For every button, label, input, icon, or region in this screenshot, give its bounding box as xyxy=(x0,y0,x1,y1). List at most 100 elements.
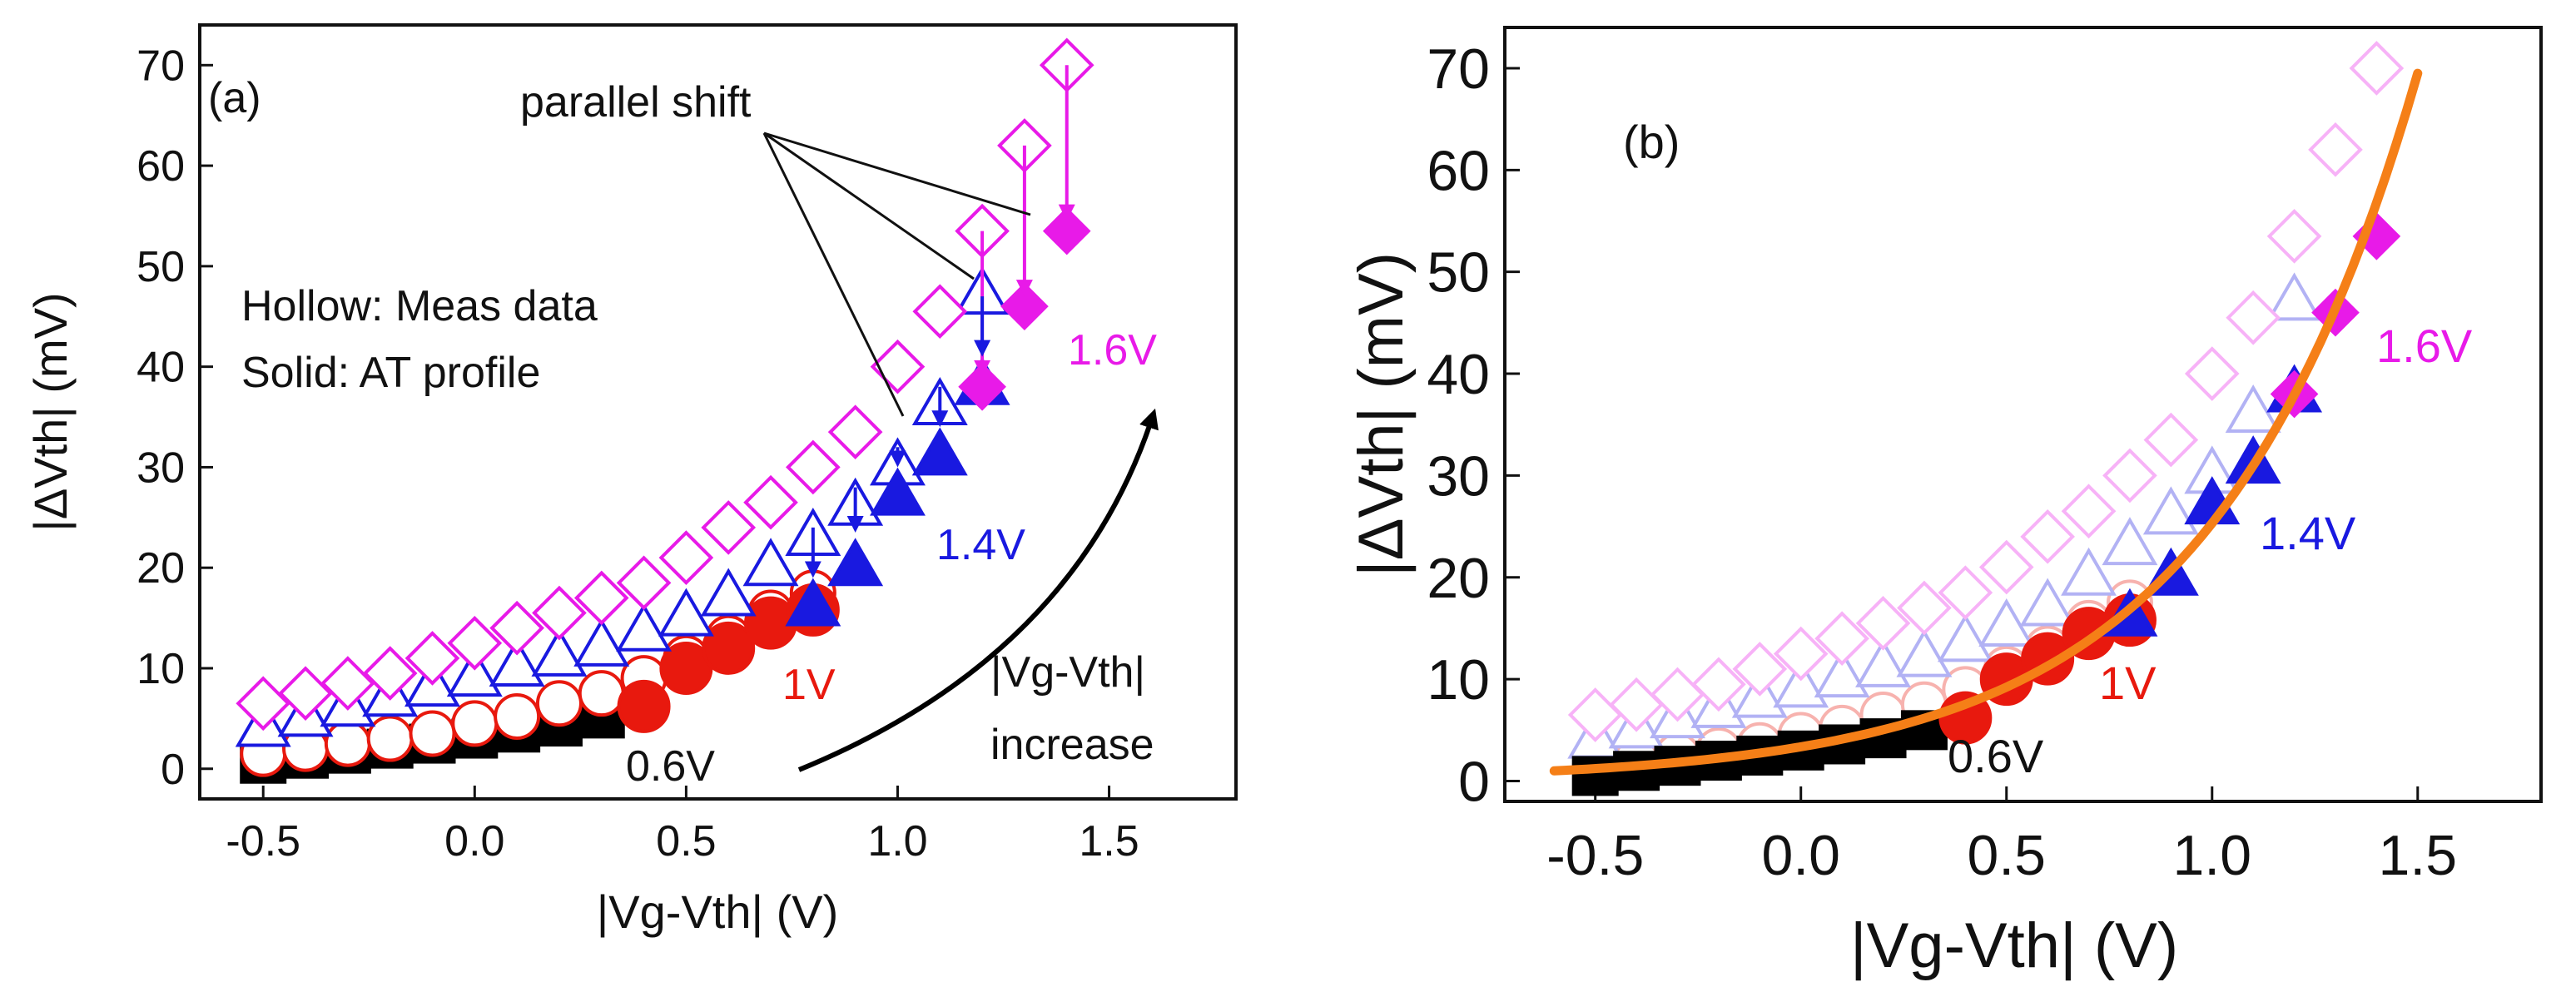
panel-a-point-1.4v-meas xyxy=(658,588,714,637)
panel-b-x-axis-label: |Vg-Vth| (V) xyxy=(1850,910,2178,981)
panel-a-y-tick-label: 40 xyxy=(136,344,185,392)
panel-a-parallel-shift-pointers xyxy=(762,131,1031,417)
panel-b-point-1.4v-meas xyxy=(1690,679,1747,728)
panel-b-point-1.6v-meas xyxy=(2061,484,2117,539)
panel-a-label-1.4v: 1.4V xyxy=(936,521,1025,569)
panel-a-point-1.6v-meas xyxy=(320,656,375,711)
panel-b-y-tick-label: 50 xyxy=(1427,241,1490,305)
panel-a-point-1v-meas xyxy=(324,720,371,767)
panel-b-label-1v: 1V xyxy=(2099,657,2157,709)
panel-a-point-1.6v xyxy=(958,362,1006,411)
panel-b-y-tick-label: 30 xyxy=(1427,444,1490,508)
panel-b-fit-curve xyxy=(1549,68,2423,776)
panel-b-x-tick-label: -0.5 xyxy=(1546,824,1644,887)
panel-b-point-1.6v-meas xyxy=(1814,611,1869,667)
panel-b-y-tick-label: 40 xyxy=(1427,343,1490,406)
panel-b-point-1.4v-meas xyxy=(1773,659,1829,708)
panel-a-point-1.4v-meas xyxy=(700,568,757,617)
panel-b-axis-ticks: -0.5 0.0 0.5 1.0 1.5 0 10 20 30 40 50 60 70 xyxy=(1427,37,2457,887)
panel-a-y-tick-label: 30 xyxy=(136,444,185,492)
panel-b-x-tick-label: 0.0 xyxy=(1761,824,1840,887)
panel-b-point-1.6v-meas xyxy=(2184,346,2240,401)
panel-a-x-tick-label: 1.5 xyxy=(1079,817,1139,865)
panel-b-point-1.6v-meas xyxy=(1567,687,1623,742)
panel-a-point-1.6v-meas xyxy=(743,474,798,530)
panel-a-point-1.6v-meas xyxy=(447,615,503,671)
panel-a-point-1v-meas xyxy=(451,700,499,747)
panel-b-label-0.6v: 0.6V xyxy=(1948,730,2044,782)
panel-b: -0.5 0.0 0.5 1.0 1.5 0 10 20 30 40 50 60 70 (b) 0.6V… xyxy=(1346,26,2543,981)
panel-b-point-1.6v-meas xyxy=(1609,677,1664,732)
panel-a-y-tick-label: 10 xyxy=(136,645,185,693)
panel-a-point-1.4v-meas xyxy=(446,648,503,697)
panel-b-point-1.6v-meas xyxy=(1691,657,1746,712)
panel-b-point-1.6v-meas xyxy=(1650,667,1705,722)
panel-b-label: (b) xyxy=(1623,116,1680,168)
panel-b-point-1.4v-meas xyxy=(1855,638,1911,687)
panel-b-marks xyxy=(1571,212,2401,796)
panel-a-point-1.6v-meas xyxy=(236,676,291,732)
panel-a-shift-arrows xyxy=(804,65,1075,578)
panel-a-point-1.6v-meas xyxy=(362,646,418,701)
panel-a-point-1.4v-meas xyxy=(573,617,630,667)
panel-a-point-1v xyxy=(702,621,756,675)
panel-a-point-1.4v-meas xyxy=(531,627,588,677)
panel-b-point-1.6v-meas xyxy=(1732,642,1788,697)
panel-a-point-1.6v-meas xyxy=(489,600,544,656)
panel-b-y-tick-label: 0 xyxy=(1458,751,1490,814)
panel-a-point-1v xyxy=(617,679,671,733)
panel-a-parallel-shift-label: parallel shift xyxy=(520,78,752,126)
panel-a-point-1.6v xyxy=(1042,206,1091,255)
panel-a: -0.5 0.0 0.5 1.0 1.5 0 10 20 30 40 50 60 70 (a) para… xyxy=(24,23,1238,938)
panel-b-point-1.6v-meas xyxy=(1897,580,1952,636)
panel-a-point-1.6v-meas xyxy=(701,500,757,555)
panel-b-point-1.6v-meas xyxy=(2349,41,2405,96)
panel-a-point-1.6v-meas xyxy=(786,439,841,495)
panel-a-increase-text-1: |Vg-Vth| xyxy=(990,648,1145,697)
panel-b-point-1.6v-meas xyxy=(2143,412,2199,468)
panel-a-x-tick-label: 0.5 xyxy=(656,817,716,865)
panel-a-point-1.6v-meas xyxy=(573,570,629,626)
panel-b-label-1.4v: 1.4V xyxy=(2260,507,2356,559)
panel-a-point-1v-meas xyxy=(494,692,541,740)
panel-b-y-tick-label: 10 xyxy=(1427,648,1490,712)
panel-a-y-axis-label: |ΔVth| (mV) xyxy=(24,292,77,531)
panel-b-point-1.6v-meas xyxy=(1773,626,1829,682)
panel-a-point-1.6v-meas xyxy=(616,555,672,611)
panel-b-point-1.6v-meas xyxy=(2102,448,2157,503)
panel-a-point-1.4v-meas xyxy=(742,538,799,587)
panel-a-x-tick-label: 1.0 xyxy=(867,817,927,865)
panel-a-x-tick-label: 0.0 xyxy=(444,817,504,865)
panel-a-point-1v-meas xyxy=(578,670,625,717)
panel-a-point-1v-meas xyxy=(535,680,583,727)
panel-b-point-1.4v-meas xyxy=(1896,628,1953,677)
panel-b-y-axis-label: |ΔVth| (mV) xyxy=(1346,252,1417,577)
panel-a-point-1.4v-meas xyxy=(616,603,673,652)
panel-b-point-1.4v-meas xyxy=(2019,578,2076,627)
panel-a-y-tick-label: 0 xyxy=(161,746,185,794)
panel-b-point-1.4v-meas xyxy=(2061,547,2117,596)
panel-a-x-tick-label: -0.5 xyxy=(226,817,300,865)
panel-a-label-1v: 1V xyxy=(782,661,836,709)
panel-a-point-1.4v-meas xyxy=(489,637,545,687)
panel-b-label-1.6v: 1.6V xyxy=(2376,320,2473,372)
panel-b-y-tick-label: 60 xyxy=(1427,139,1490,202)
panel-a-point-1.6v xyxy=(1000,282,1049,331)
panel-a-legend-hollow: Hollow: Meas data xyxy=(241,282,598,330)
panel-a-legend-solid: Solid: AT profile xyxy=(241,349,540,397)
panel-b-point-1.4v-meas xyxy=(1978,598,2035,647)
panel-b-plot-frame xyxy=(1503,26,2543,803)
panel-a-point-1.6v-meas xyxy=(658,530,714,585)
panel-b-point-1.4v-meas xyxy=(2102,517,2158,566)
panel-b-point-1.4v-meas xyxy=(2266,272,2323,321)
panel-a-y-tick-label: 60 xyxy=(136,142,185,191)
panel-a-point-1.4v xyxy=(785,578,841,627)
panel-a-point-1.6v-meas xyxy=(278,666,333,722)
panel-b-point-1.6v-meas xyxy=(2266,209,2322,264)
panel-a-label-1.6v: 1.6V xyxy=(1068,326,1157,374)
panel-b-point-1.4v-meas xyxy=(2225,384,2281,433)
panel-a-increase-text-2: increase xyxy=(990,721,1154,769)
panel-b-point-1.4v-meas xyxy=(1814,649,1870,698)
panel-b-point-1.6v-meas xyxy=(1855,596,1911,651)
